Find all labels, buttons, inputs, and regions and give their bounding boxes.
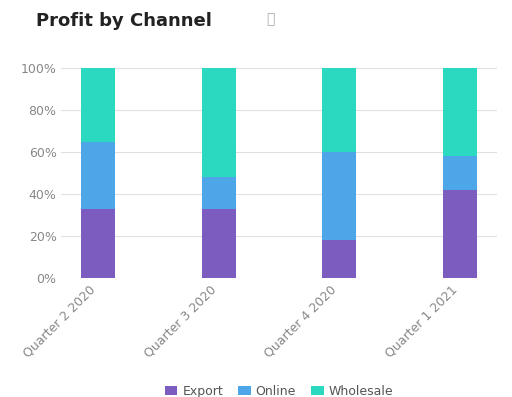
Bar (323, 152, 356, 240)
Bar (81, 142, 115, 209)
Text: ⓘ: ⓘ (266, 12, 274, 26)
Bar (323, 240, 356, 278)
Bar (81, 68, 115, 142)
Bar (202, 177, 236, 209)
Bar (443, 68, 477, 156)
Text: Profit by Channel: Profit by Channel (36, 12, 212, 30)
Legend: Export, Online, Wholesale: Export, Online, Wholesale (160, 380, 398, 397)
Bar (202, 209, 236, 278)
Bar (81, 209, 115, 278)
Bar (202, 68, 236, 177)
Bar (323, 68, 356, 152)
Bar (443, 190, 477, 278)
Bar (443, 156, 477, 190)
